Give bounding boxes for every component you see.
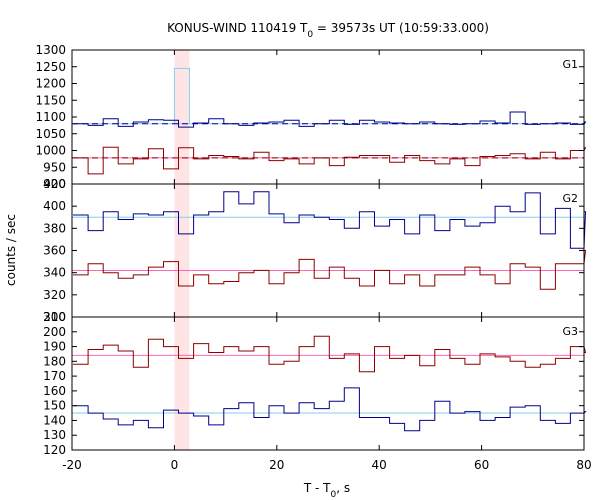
y-tick-label: 1000 (35, 144, 66, 158)
x-axis: -20 0 20 40 60 80 (62, 458, 591, 472)
y-axis-title: counts / sec (4, 214, 18, 286)
series-line-g1-red (73, 146, 587, 175)
x-axis-title: T - T0, s (303, 481, 350, 500)
y-tick-label: 400 (43, 199, 66, 213)
y-tick-label: 150 (43, 399, 66, 413)
x-tick-label: 40 (372, 458, 387, 472)
y-tick-label: 170 (43, 369, 66, 383)
panel-label: G2 (562, 192, 578, 205)
y-tick-label: 1200 (35, 77, 66, 91)
y-tick-label: 380 (43, 221, 66, 235)
chart-title: KONUS-WIND 110419 T0 = 39573s UT (10:59:… (167, 21, 489, 40)
series-line-g2-blue (73, 191, 587, 249)
x-tick-label: 0 (171, 458, 179, 472)
panel-g1: 900 950 1000 1050 1100 1150 1200 1250 1300 G1 (35, 43, 587, 191)
series-line-g3-blue (73, 387, 587, 432)
y-tick-label: 130 (43, 428, 66, 442)
panel-label: G1 (562, 58, 578, 71)
y-tick-label: 120 (43, 443, 66, 457)
trigger-bin-step (173, 67, 190, 124)
y-tick-label: 160 (43, 384, 66, 398)
series-line-g2-red (73, 250, 587, 290)
panel-frame (71, 49, 585, 185)
panel-label: G3 (562, 325, 578, 338)
trigger-interval-highlight (174, 317, 190, 450)
xlabel-subscript: 0 (331, 490, 337, 500)
series-line-g3-red (73, 335, 587, 373)
xlabel-suffix: , s (336, 481, 350, 495)
y-tick-label: 950 (43, 160, 66, 174)
x-tick-label: 20 (269, 458, 284, 472)
xlabel-prefix: T - T (303, 481, 331, 495)
x-tick-label: 80 (576, 458, 591, 472)
y-tick-label: 210 (43, 310, 66, 324)
y-tick-label: 300 (43, 310, 66, 324)
trigger-interval-highlight (174, 184, 190, 317)
y-tick-label: 1150 (35, 93, 66, 107)
y-tick-label: 420 (43, 177, 66, 191)
y-tick-label: 200 (43, 325, 66, 339)
y-tick-label: 900 (43, 177, 66, 191)
panel-g2: 300 320 340 360 380 400 420 G2 (43, 177, 587, 324)
x-tick-label: -20 (62, 458, 82, 472)
y-tick-label: 1300 (35, 43, 66, 57)
panels-layer: 9009501000105011001150120012501300G13003… (35, 43, 587, 457)
title-suffix: = 39573s UT (10:59:33.000) (313, 21, 489, 35)
panel-frame (71, 183, 585, 318)
y-tick-label: 1100 (35, 110, 66, 124)
panel-frame (71, 316, 585, 451)
y-tick-label: 320 (43, 288, 66, 302)
y-tick-label: 180 (43, 354, 66, 368)
y-tick-label: 340 (43, 266, 66, 280)
x-tick-label: 60 (474, 458, 489, 472)
series-line-g1-blue (73, 111, 587, 128)
y-tick-label: 1050 (35, 127, 66, 141)
y-tick-label: 190 (43, 340, 66, 354)
y-tick-label: 1250 (35, 60, 66, 74)
title-subscript: 0 (307, 30, 313, 40)
trigger-interval-highlight (174, 50, 190, 184)
y-tick-label: 360 (43, 244, 66, 258)
title-prefix: KONUS-WIND 110419 T (167, 21, 308, 35)
y-tick-label: 140 (43, 413, 66, 427)
